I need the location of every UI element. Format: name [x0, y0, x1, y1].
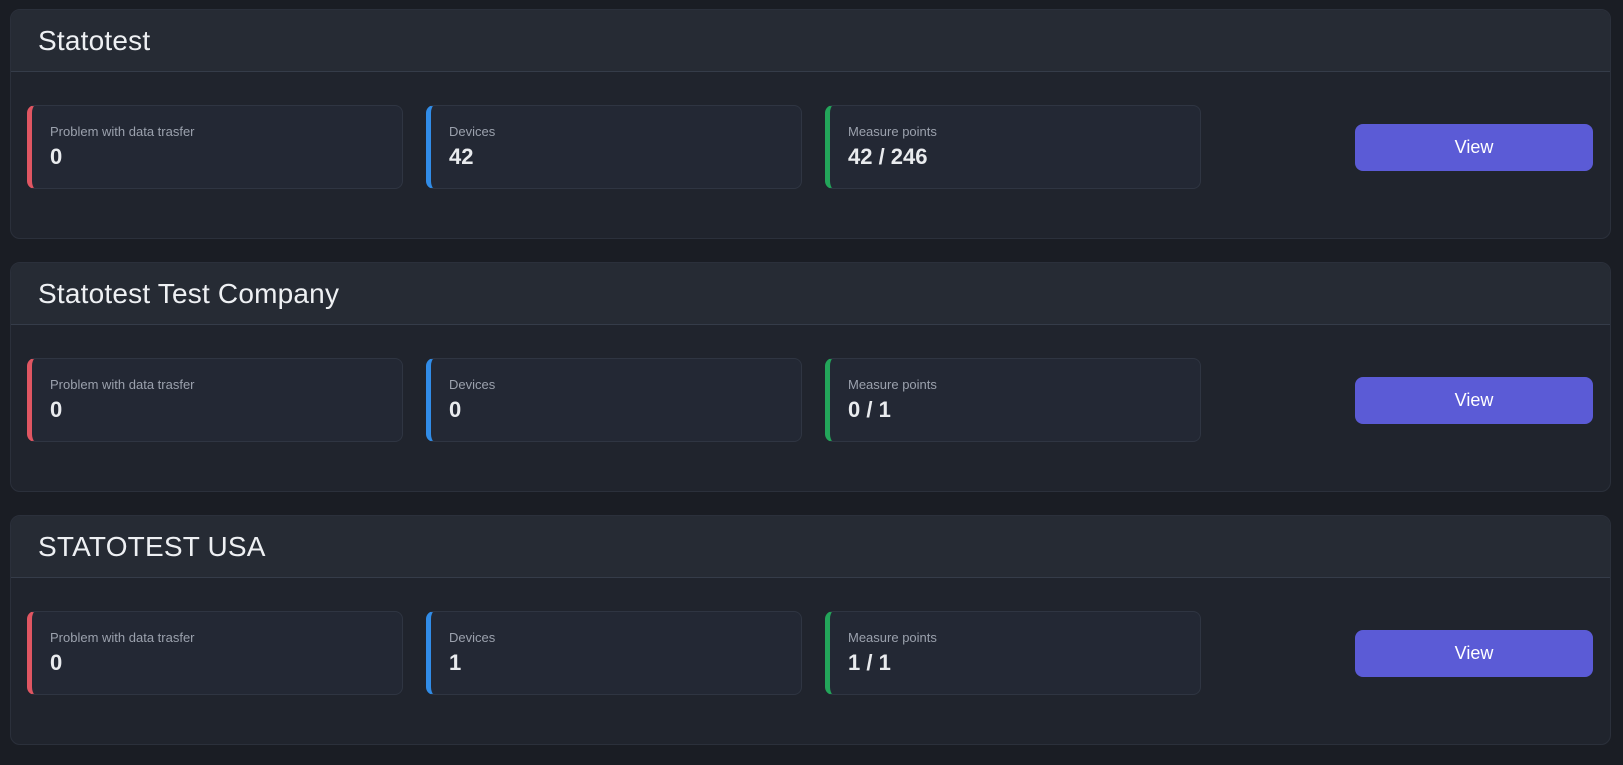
panel-body: Problem with data trasfer 0 Devices 42 M…	[11, 72, 1610, 238]
stat-card-devices: Devices 0	[426, 358, 802, 442]
stat-value: 0 / 1	[848, 396, 891, 422]
stat-card-devices: Devices 1	[426, 611, 802, 695]
stat-value: 42 / 246	[848, 143, 928, 169]
stat-label: Problem with data trasfer	[50, 124, 195, 140]
stat-card-problems: Problem with data trasfer 0	[27, 105, 403, 189]
panel-title: Statotest Test Company	[38, 277, 340, 309]
stat-card-measure-points: Measure points 1 / 1	[825, 611, 1201, 695]
stat-card-measure-points: Measure points 42 / 246	[825, 105, 1201, 189]
stat-value: 0	[449, 396, 462, 422]
stat-value: 0	[50, 649, 63, 675]
panel-header: Statotest Test Company	[11, 263, 1610, 325]
view-button[interactable]: View	[1355, 376, 1593, 424]
panel-header: Statotest	[11, 10, 1610, 72]
panel-header: STATOTEST USA	[11, 516, 1610, 578]
stat-value: 1	[449, 649, 462, 675]
panel-body: Problem with data trasfer 0 Devices 1 Me…	[11, 578, 1610, 744]
stat-card-problems: Problem with data trasfer 0	[27, 358, 403, 442]
stat-card-row: Problem with data trasfer 0 Devices 1 Me…	[27, 611, 1201, 695]
stat-value: 42	[449, 143, 474, 169]
stat-value: 0	[50, 143, 63, 169]
stat-label: Devices	[449, 124, 496, 140]
stat-label: Measure points	[848, 124, 937, 140]
view-button[interactable]: View	[1355, 123, 1593, 171]
stat-value: 0	[50, 396, 63, 422]
panel-title: Statotest	[38, 24, 151, 56]
stat-card-devices: Devices 42	[426, 105, 802, 189]
stat-label: Problem with data trasfer	[50, 630, 195, 646]
stat-label: Devices	[449, 630, 496, 646]
stat-label: Measure points	[848, 377, 937, 393]
stat-card-problems: Problem with data trasfer 0	[27, 611, 403, 695]
view-button[interactable]: View	[1355, 629, 1593, 677]
company-panel-statotest: Statotest Problem with data trasfer 0 De…	[10, 9, 1611, 239]
stat-card-row: Problem with data trasfer 0 Devices 0 Me…	[27, 358, 1201, 442]
stat-label: Devices	[449, 377, 496, 393]
stat-card-row: Problem with data trasfer 0 Devices 42 M…	[27, 105, 1201, 189]
stat-label: Measure points	[848, 630, 937, 646]
stat-label: Problem with data trasfer	[50, 377, 195, 393]
panel-body: Problem with data trasfer 0 Devices 0 Me…	[11, 325, 1610, 491]
stat-value: 1 / 1	[848, 649, 891, 675]
stat-card-measure-points: Measure points 0 / 1	[825, 358, 1201, 442]
panel-title: STATOTEST USA	[38, 530, 266, 562]
company-panel-statotest-test-company: Statotest Test Company Problem with data…	[10, 262, 1611, 492]
company-panel-statotest-usa: STATOTEST USA Problem with data trasfer …	[10, 515, 1611, 745]
dashboard: Statotest Problem with data trasfer 0 De…	[10, 9, 1611, 745]
